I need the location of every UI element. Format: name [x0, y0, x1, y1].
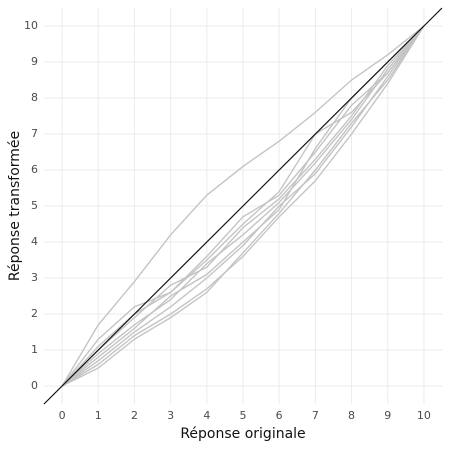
x-tick-label: 4 — [203, 409, 210, 422]
y-tick-label: 9 — [31, 55, 38, 68]
y-tick-label: 5 — [31, 199, 38, 212]
y-tick-label: 6 — [31, 163, 38, 176]
y-tick-label: 2 — [31, 307, 38, 320]
reference-line — [43, 7, 443, 405]
y-tick-label: 8 — [31, 91, 38, 104]
x-tick-label: 5 — [240, 409, 247, 422]
x-tick-label: 6 — [276, 409, 283, 422]
y-axis-title: Réponse transformée — [7, 131, 23, 281]
series-line — [61, 25, 425, 387]
y-tick-label: 3 — [31, 271, 38, 284]
series-line — [61, 25, 425, 387]
series-line — [61, 25, 425, 387]
y-tick-label: 1 — [31, 343, 38, 356]
x-tick-label: 3 — [167, 409, 174, 422]
x-tick-label: 1 — [95, 409, 102, 422]
x-tick-label: 9 — [384, 409, 391, 422]
y-tick-label: 0 — [31, 379, 38, 392]
series-line — [61, 25, 425, 387]
x-tick-label: 0 — [59, 409, 66, 422]
x-tick-label: 7 — [312, 409, 319, 422]
x-tick-label: 8 — [348, 409, 355, 422]
y-tick-label: 7 — [31, 127, 38, 140]
x-tick-label: 2 — [131, 409, 138, 422]
x-tick-label: 10 — [417, 409, 431, 422]
series-line — [61, 25, 425, 387]
y-tick-label: 10 — [24, 19, 38, 32]
series-line — [61, 25, 425, 387]
x-axis-title: Réponse originale — [180, 426, 305, 442]
series-line — [61, 25, 425, 387]
y-tick-label: 4 — [31, 235, 38, 248]
